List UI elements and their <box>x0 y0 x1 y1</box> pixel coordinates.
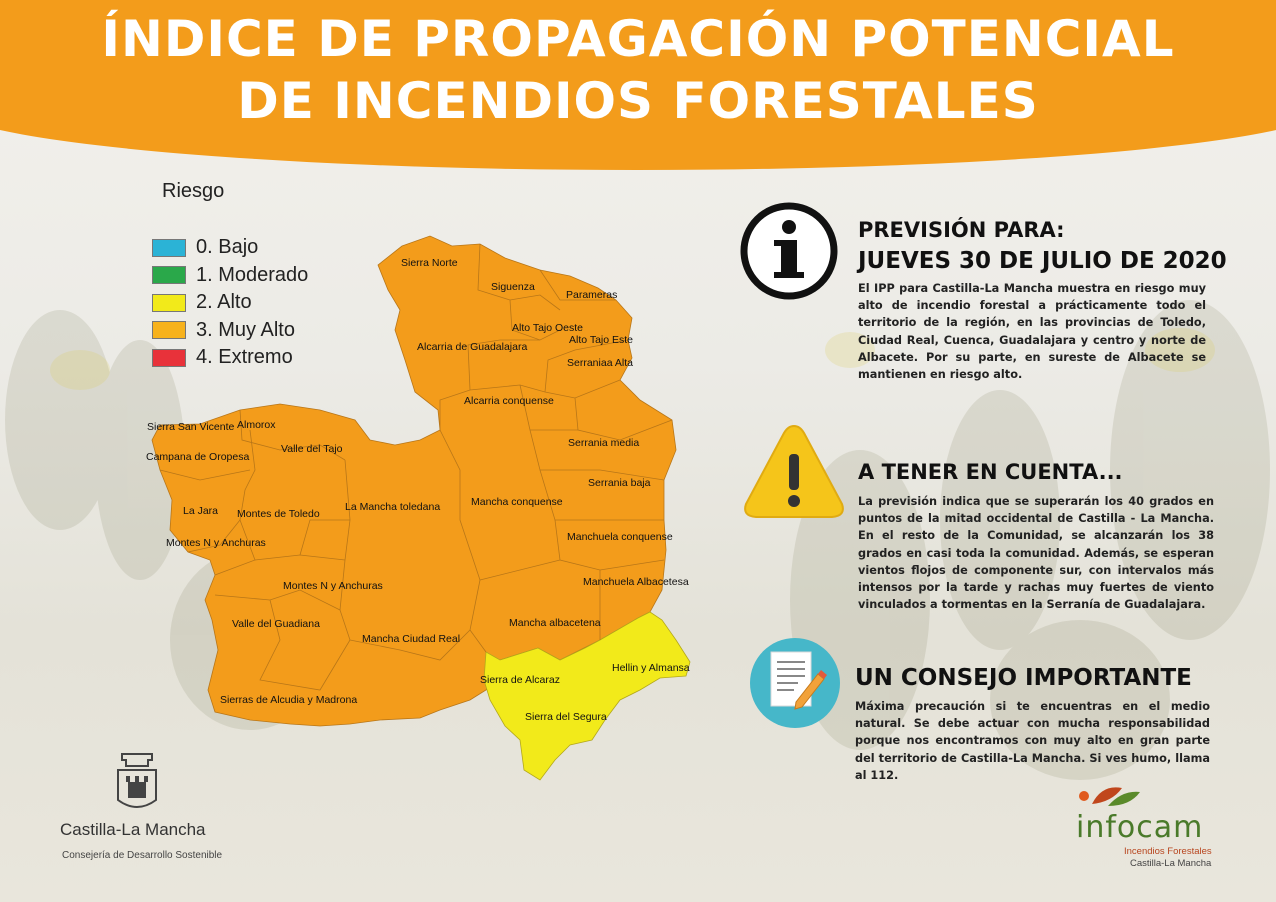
legend-label: 4. Extremo <box>196 346 293 369</box>
zone-label: Montes N y Anchuras <box>166 537 266 549</box>
consejo-heading: UN CONSEJO IMPORTANTE <box>855 665 1192 691</box>
legend-swatch <box>152 266 186 285</box>
zone-label: La Mancha toledana <box>345 501 440 513</box>
zone-label: Siguenza <box>491 281 535 293</box>
legend-swatch <box>152 293 186 312</box>
tener-en-cuenta-text: La previsión indica que se superarán los… <box>858 495 1214 612</box>
prevision-text: El IPP para Castilla-La Mancha muestra e… <box>858 282 1206 382</box>
map-boundaries <box>159 243 673 691</box>
zone-label: Parameras <box>566 289 617 301</box>
infocam-logo: infocam Incendios Forestales Castilla-La… <box>1070 780 1230 880</box>
legend-swatch <box>152 348 186 367</box>
zone-label: Alcarria de Guadalajara <box>417 341 527 353</box>
map-labels: Sierra Norte Siguenza Parameras Alto Taj… <box>146 257 690 723</box>
zone-label: Montes de Toledo <box>237 508 320 520</box>
crest-icon <box>117 753 157 808</box>
clm-name: Castilla-La Mancha <box>60 820 206 839</box>
infocam-name: infocam <box>1076 810 1204 845</box>
legend-item: 4. Extremo <box>152 344 308 372</box>
zone-label: Mancha conquense <box>471 496 563 508</box>
zone-label: Hellin y Almansa <box>612 662 690 674</box>
legend: 0. Bajo 1. Moderado 2. Alto 3. Muy Alto … <box>152 234 308 372</box>
zone-label: Sierras de Alcudia y Madrona <box>220 694 357 706</box>
zone-label: Valle del Guadiana <box>232 618 320 630</box>
zone-label: Manchuela Albacetesa <box>583 576 689 588</box>
zone-label: Alto Tajo Oeste <box>512 322 583 334</box>
infocam-region: Castilla-La Mancha <box>1130 858 1212 869</box>
legend-label: 2. Alto <box>196 291 252 314</box>
zone-label: Sierra Norte <box>401 257 458 269</box>
clm-department: Consejería de Desarrollo Sostenible <box>62 850 223 861</box>
legend-swatch <box>152 238 186 257</box>
legend-swatch <box>152 321 186 340</box>
legend-item: 1. Moderado <box>152 262 308 290</box>
legend-label: 3. Muy Alto <box>196 318 295 341</box>
infocam-leaf-icon <box>1079 787 1140 806</box>
zone-label: La Jara <box>183 505 218 517</box>
zone-label: Mancha Ciudad Real <box>362 633 460 645</box>
consejo-text: Máxima precaución si te encuentras en el… <box>855 700 1210 782</box>
tener-en-cuenta-heading: A TENER EN CUENTA... <box>858 460 1123 484</box>
info-icon <box>740 202 838 300</box>
legend-item: 0. Bajo <box>152 234 308 262</box>
zone-label: Sierra de Alcaraz <box>480 674 560 686</box>
zone-label: Sierra del Segura <box>525 711 607 723</box>
page-title: ÍNDICE DE PROPAGACIÓN POTENCIAL DE INCEN… <box>0 8 1276 132</box>
zone-label: Almorox <box>237 419 276 431</box>
map-region-alto <box>483 611 691 781</box>
zone-label: Alto Tajo Este <box>569 334 633 346</box>
zone-label: Serrania media <box>568 437 639 449</box>
legend-item: 3. Muy Alto <box>152 317 308 345</box>
zone-label: Serrania baja <box>588 477 651 489</box>
zone-label: Montes N y Anchuras <box>283 580 383 592</box>
title-line-2: DE INCENDIOS FORESTALES <box>237 72 1039 130</box>
title-banner <box>0 0 1276 170</box>
legend-label: 1. Moderado <box>196 263 309 286</box>
document-pencil-icon <box>750 638 840 728</box>
warning-icon <box>744 424 844 518</box>
legend-title: Riesgo <box>162 180 225 202</box>
zone-label: Valle del Tajo <box>281 443 343 455</box>
title-line-1: ÍNDICE DE PROPAGACIÓN POTENCIAL <box>101 10 1175 68</box>
risk-map: Sierra Norte Siguenza Parameras Alto Taj… <box>146 235 691 781</box>
zone-label: Mancha albacetena <box>509 617 601 629</box>
zone-label: Sierra San Vicente <box>147 421 235 433</box>
legend-item: 2. Alto <box>152 289 308 317</box>
legend-label: 0. Bajo <box>196 236 259 259</box>
zone-label: Campana de Oropesa <box>146 451 249 463</box>
zone-label: Manchuela conquense <box>567 531 673 543</box>
prevision-heading: PREVISIÓN PARA: <box>858 218 1065 242</box>
infocam-subtitle: Incendios Forestales <box>1124 846 1212 857</box>
zone-label: Alcarria conquense <box>464 395 554 407</box>
map-region-muy-alto <box>151 235 677 727</box>
zone-label: Serraniaa Alta <box>567 357 633 369</box>
prevision-date: JUEVES 30 DE JULIO DE 2020 <box>858 248 1227 274</box>
